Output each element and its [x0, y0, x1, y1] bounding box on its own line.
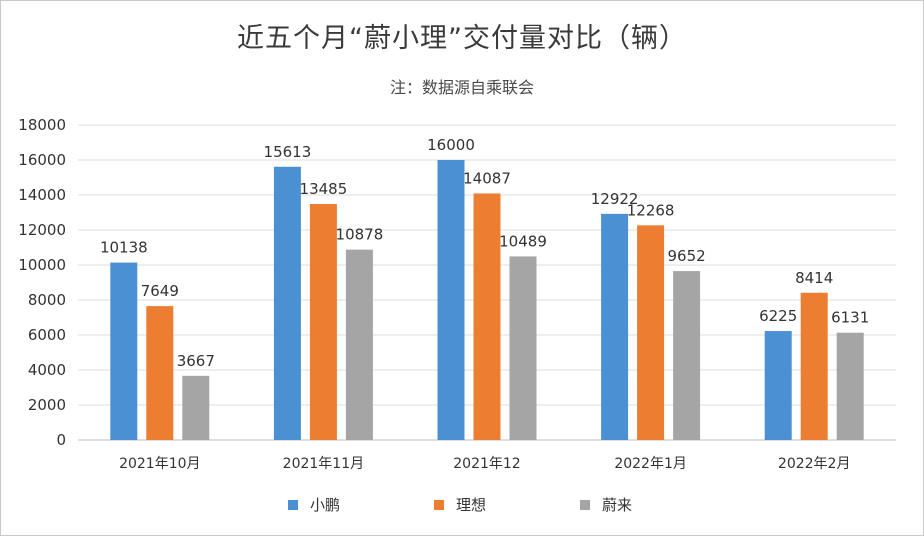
y-tick-label: 4000 — [28, 361, 66, 379]
chart-legend: 小鹏 理想 蔚来 — [0, 494, 924, 514]
data-label: 12922 — [591, 190, 639, 208]
legend-swatch — [434, 499, 444, 510]
data-label: 8414 — [795, 269, 833, 287]
y-tick-label: 12000 — [18, 221, 66, 239]
legend-label: 蔚来 — [602, 496, 633, 514]
bar-蔚来 — [836, 332, 864, 440]
y-tick-label: 8000 — [28, 291, 66, 309]
y-tick-label: 6000 — [28, 326, 66, 344]
data-label: 6225 — [759, 307, 797, 325]
x-tick-label: 2021年10月 — [119, 456, 200, 472]
bar-蔚来 — [509, 256, 537, 440]
x-tick-label: 2021年12 — [453, 456, 520, 472]
bar-理想 — [637, 225, 665, 440]
y-tick-label: 18000 — [18, 116, 66, 134]
legend-swatch — [580, 499, 590, 510]
x-tick-label: 2022年1月 — [614, 456, 687, 472]
bar-小鹏 — [764, 331, 792, 440]
bar-小鹏 — [273, 166, 301, 440]
legend-label: 小鹏 — [310, 496, 341, 514]
bar-理想 — [800, 292, 828, 440]
y-tick-label: 16000 — [18, 151, 66, 169]
bar-蔚来 — [345, 249, 373, 440]
y-tick-label: 10000 — [18, 256, 66, 274]
data-label: 10878 — [336, 226, 384, 244]
data-label: 6131 — [831, 309, 869, 327]
data-label: 3667 — [177, 352, 215, 370]
data-label: 12268 — [627, 201, 675, 219]
legend-item: 蔚来 — [580, 494, 632, 515]
bar-理想 — [473, 193, 501, 440]
legend-item: 理想 — [434, 494, 486, 515]
y-tick-label: 0 — [56, 431, 66, 449]
data-label: 13485 — [300, 180, 348, 198]
data-label: 7649 — [141, 282, 179, 300]
y-tick-label: 14000 — [18, 186, 66, 204]
bar-理想 — [309, 204, 337, 440]
chart-title: 近五个月“蔚小理”交付量对比（辆） — [237, 23, 687, 54]
x-tick-label: 2022年2月 — [778, 456, 851, 472]
y-tick-label: 2000 — [28, 396, 66, 414]
data-label: 15613 — [264, 143, 312, 161]
bar-理想 — [146, 306, 174, 440]
data-label: 9652 — [668, 247, 706, 265]
data-label: 10138 — [100, 239, 148, 257]
data-label: 14087 — [463, 169, 511, 187]
bar-小鹏 — [437, 160, 465, 440]
bar-蔚来 — [673, 271, 701, 440]
x-tick-label: 2021年11月 — [283, 456, 364, 472]
legend-item: 小鹏 — [288, 494, 340, 515]
chart-subtitle: 注：数据源自乘联会 — [389, 78, 534, 97]
legend-swatch — [288, 499, 298, 510]
data-label: 16000 — [427, 136, 475, 154]
data-label: 10489 — [499, 232, 547, 250]
bar-小鹏 — [110, 262, 138, 440]
bar-蔚来 — [182, 375, 210, 440]
legend-label: 理想 — [456, 496, 487, 514]
bar-小鹏 — [601, 213, 629, 440]
